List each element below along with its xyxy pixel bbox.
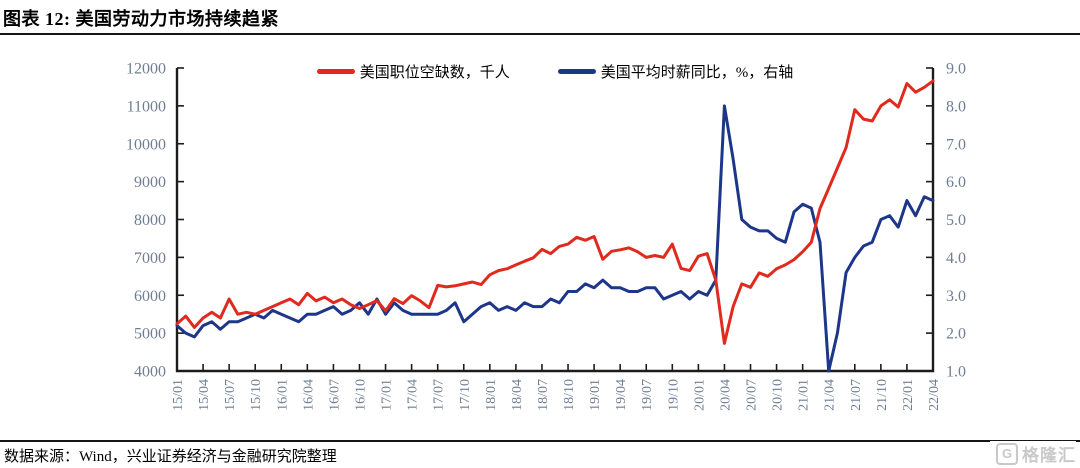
- legend-item-wage-growth: 美国平均时薪同比，%，右轴: [557, 61, 794, 82]
- x-axis-tick-label: 16/04: [301, 379, 316, 411]
- right-axis-tick-label: 2.0: [946, 326, 966, 343]
- x-axis-tick-label: 21/01: [797, 379, 812, 411]
- x-axis-tick-label: 16/01: [275, 379, 290, 411]
- right-axis-tick-label: 4.0: [946, 250, 966, 267]
- x-axis-tick-label: 19/07: [640, 379, 655, 411]
- x-axis-tick-label: 17/01: [380, 379, 395, 411]
- left-axis-tick-label: 6000: [134, 288, 166, 305]
- x-axis-tick-label: 21/07: [849, 379, 864, 411]
- x-axis-tick-label: 20/01: [692, 379, 707, 411]
- x-axis-tick-label: 20/07: [745, 379, 760, 411]
- legend-swatch-blue: [557, 68, 596, 74]
- page-title: 图表 12: 美国劳动力市场持续趋紧: [3, 9, 279, 29]
- x-axis-tick-label: 20/04: [718, 379, 733, 411]
- x-axis-tick-label: 15/10: [249, 379, 264, 411]
- left-axis-tick-label: 12000: [126, 61, 166, 78]
- x-axis-tick-label: 17/04: [406, 379, 421, 411]
- chart-legend: 美国职位空缺数，千人 美国平均时薪同比，%，右轴: [177, 60, 933, 82]
- left-axis-tick-label: 7000: [134, 250, 166, 267]
- footer-divider: [0, 440, 1080, 442]
- gelonghui-logo-icon: G: [996, 442, 1018, 465]
- x-axis-tick-label: 20/10: [771, 379, 786, 411]
- left-axis-tick-label: 11000: [127, 98, 166, 115]
- left-axis-tick-label: 10000: [126, 136, 166, 153]
- right-axis-tick-label: 9.0: [946, 61, 966, 78]
- x-axis-tick-label: 21/10: [875, 379, 890, 411]
- left-axis-tick-label: 5000: [134, 326, 166, 343]
- data-source-note: 数据来源：Wind，兴业证券经济与金融研究院整理: [4, 449, 337, 465]
- x-axis-tick-label: 19/10: [666, 379, 681, 411]
- right-axis-tick-label: 6.0: [946, 174, 966, 191]
- gelonghui-watermark: G 格隆汇: [990, 441, 1076, 466]
- right-axis-tick-label: 3.0: [946, 288, 966, 305]
- x-axis-tick-label: 18/10: [562, 379, 577, 411]
- x-axis-tick-label: 18/04: [510, 379, 525, 411]
- right-axis-tick-label: 8.0: [946, 98, 966, 115]
- job-openings-line: [175, 79, 935, 345]
- x-axis-tick-label: 22/04: [927, 379, 942, 411]
- right-axis-tick-label: 5.0: [946, 212, 966, 229]
- legend-swatch-red: [316, 68, 355, 74]
- wage-growth-line: [175, 104, 935, 373]
- axes: [175, 68, 935, 373]
- title-divider: [0, 33, 1080, 35]
- x-axis-tick-label: 17/07: [432, 379, 447, 411]
- left-axis-tick-label: 8000: [134, 212, 166, 229]
- x-axis-tick-label: 17/10: [458, 379, 473, 411]
- gelonghui-logo-text: 格隆汇: [1022, 446, 1076, 465]
- legend-label-job-openings: 美国职位空缺数，千人: [359, 64, 510, 81]
- x-axis-tick-label: 19/01: [588, 379, 603, 411]
- left-axis-tick-label: 4000: [134, 364, 166, 381]
- x-axis-tick-label: 16/10: [353, 379, 368, 411]
- legend-label-wage-growth: 美国平均时薪同比，%，右轴: [600, 64, 794, 81]
- x-axis-tick-label: 21/04: [823, 379, 838, 411]
- x-axis-tick-label: 18/01: [484, 379, 499, 411]
- right-axis-tick-label: 7.0: [946, 136, 966, 153]
- right-axis-tick-label: 1.0: [946, 364, 966, 381]
- x-axis-tick-label: 16/07: [327, 379, 342, 411]
- x-axis-tick-label: 15/07: [223, 379, 238, 411]
- x-axis-tick-label: 15/04: [197, 379, 212, 411]
- x-axis-tick-label: 22/01: [901, 379, 916, 411]
- x-axis-tick-label: 18/07: [536, 379, 551, 411]
- x-axis-tick-label: 19/04: [614, 379, 629, 411]
- legend-item-job-openings: 美国职位空缺数，千人: [316, 61, 510, 82]
- left-axis-tick-label: 9000: [134, 174, 166, 191]
- x-axis-tick-label: 15/01: [171, 379, 186, 411]
